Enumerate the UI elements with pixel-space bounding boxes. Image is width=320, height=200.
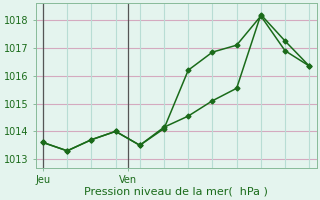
X-axis label: Pression niveau de la mer(  hPa ): Pression niveau de la mer( hPa ) [84,187,268,197]
